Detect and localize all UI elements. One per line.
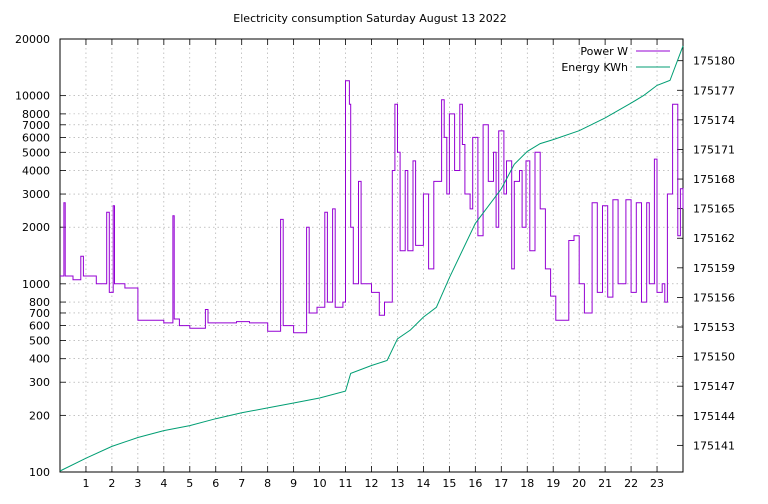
- x-tick-label: 7: [238, 477, 245, 490]
- x-tick-label: 2: [108, 477, 115, 490]
- y-left-tick-label: 3000: [22, 188, 50, 201]
- chart-title: Electricity consumption Saturday August …: [233, 12, 506, 25]
- series-line-power-w: [60, 80, 684, 334]
- x-tick-label: 13: [390, 477, 404, 490]
- x-tick-label: 16: [468, 477, 482, 490]
- grid-layer: [60, 38, 683, 473]
- x-tick-label: 11: [339, 477, 353, 490]
- y-left-tick-label: 5000: [22, 146, 50, 159]
- y-left-tick-label: 2000: [22, 221, 50, 234]
- series-line-energy-kwh: [59, 45, 684, 472]
- x-tick-label: 14: [416, 477, 430, 490]
- y-left-tick-label: 500: [29, 334, 50, 347]
- x-tick-label: 1: [82, 477, 89, 490]
- y-left-tick-label: 800: [29, 296, 50, 309]
- y-right-tick-label: 175174: [693, 114, 735, 127]
- plot-frame: [59, 38, 684, 473]
- x-tick-label: 20: [572, 477, 586, 490]
- y-left-tick-label: 200: [29, 409, 50, 422]
- x-tick-label: 5: [186, 477, 193, 490]
- y-left-tick-label: 100: [29, 466, 50, 479]
- series-layer: [59, 45, 684, 472]
- y-right-tick-label: 175177: [693, 84, 735, 97]
- x-tick-label: 23: [650, 477, 664, 490]
- y-right-tick-label: 175150: [693, 351, 735, 364]
- y-left-tick-label: 20000: [15, 33, 50, 46]
- x-tick-label: 18: [520, 477, 534, 490]
- x-tick-label: 4: [160, 477, 167, 490]
- axis-layer: 1 2 3 4 5 6 7 8 9 10 11 12 13 14 15 16 17 18 19 20 21 22 23100…: [15, 33, 735, 490]
- x-tick-label: 22: [624, 477, 638, 490]
- x-tick-label: 19: [546, 477, 560, 490]
- y-left-tick-label: 1000: [22, 278, 50, 291]
- x-tick-label: 9: [290, 477, 297, 490]
- x-tick-label: 17: [494, 477, 508, 490]
- y-right-tick-label: 175165: [693, 203, 735, 216]
- x-tick-label: 15: [442, 477, 456, 490]
- y-left-tick-label: 700: [29, 307, 50, 320]
- y-left-tick-label: 8000: [22, 108, 50, 121]
- y-right-tick-label: 175171: [693, 143, 735, 156]
- y-right-tick-label: 175180: [693, 55, 735, 68]
- y-right-tick-label: 175162: [693, 232, 735, 245]
- y-left-tick-label: 4000: [22, 165, 50, 178]
- x-tick-label: 3: [134, 477, 141, 490]
- legend-label: Power W: [580, 45, 628, 58]
- x-tick-label: 8: [264, 477, 271, 490]
- y-right-tick-label: 175156: [693, 291, 735, 304]
- y-left-tick-label: 600: [29, 320, 50, 333]
- y-left-tick-label: 400: [29, 353, 50, 366]
- x-tick-label: 21: [598, 477, 612, 490]
- y-right-tick-label: 175141: [693, 439, 735, 452]
- y-right-tick-label: 175153: [693, 321, 735, 334]
- y-left-tick-label: 6000: [22, 131, 50, 144]
- x-tick-label: 10: [313, 477, 327, 490]
- legend: Power W Energy KWh: [561, 45, 670, 74]
- y-left-tick-label: 7000: [22, 119, 50, 132]
- x-tick-label: 12: [365, 477, 379, 490]
- y-right-tick-label: 175144: [693, 410, 735, 423]
- x-tick-label: 6: [212, 477, 219, 490]
- y-left-tick-label: 300: [29, 376, 50, 389]
- y-left-tick-label: 10000: [15, 90, 50, 103]
- y-right-tick-label: 175159: [693, 262, 735, 275]
- y-right-tick-label: 175168: [693, 173, 735, 186]
- legend-label: Energy KWh: [561, 61, 628, 74]
- y-right-tick-label: 175147: [693, 380, 735, 393]
